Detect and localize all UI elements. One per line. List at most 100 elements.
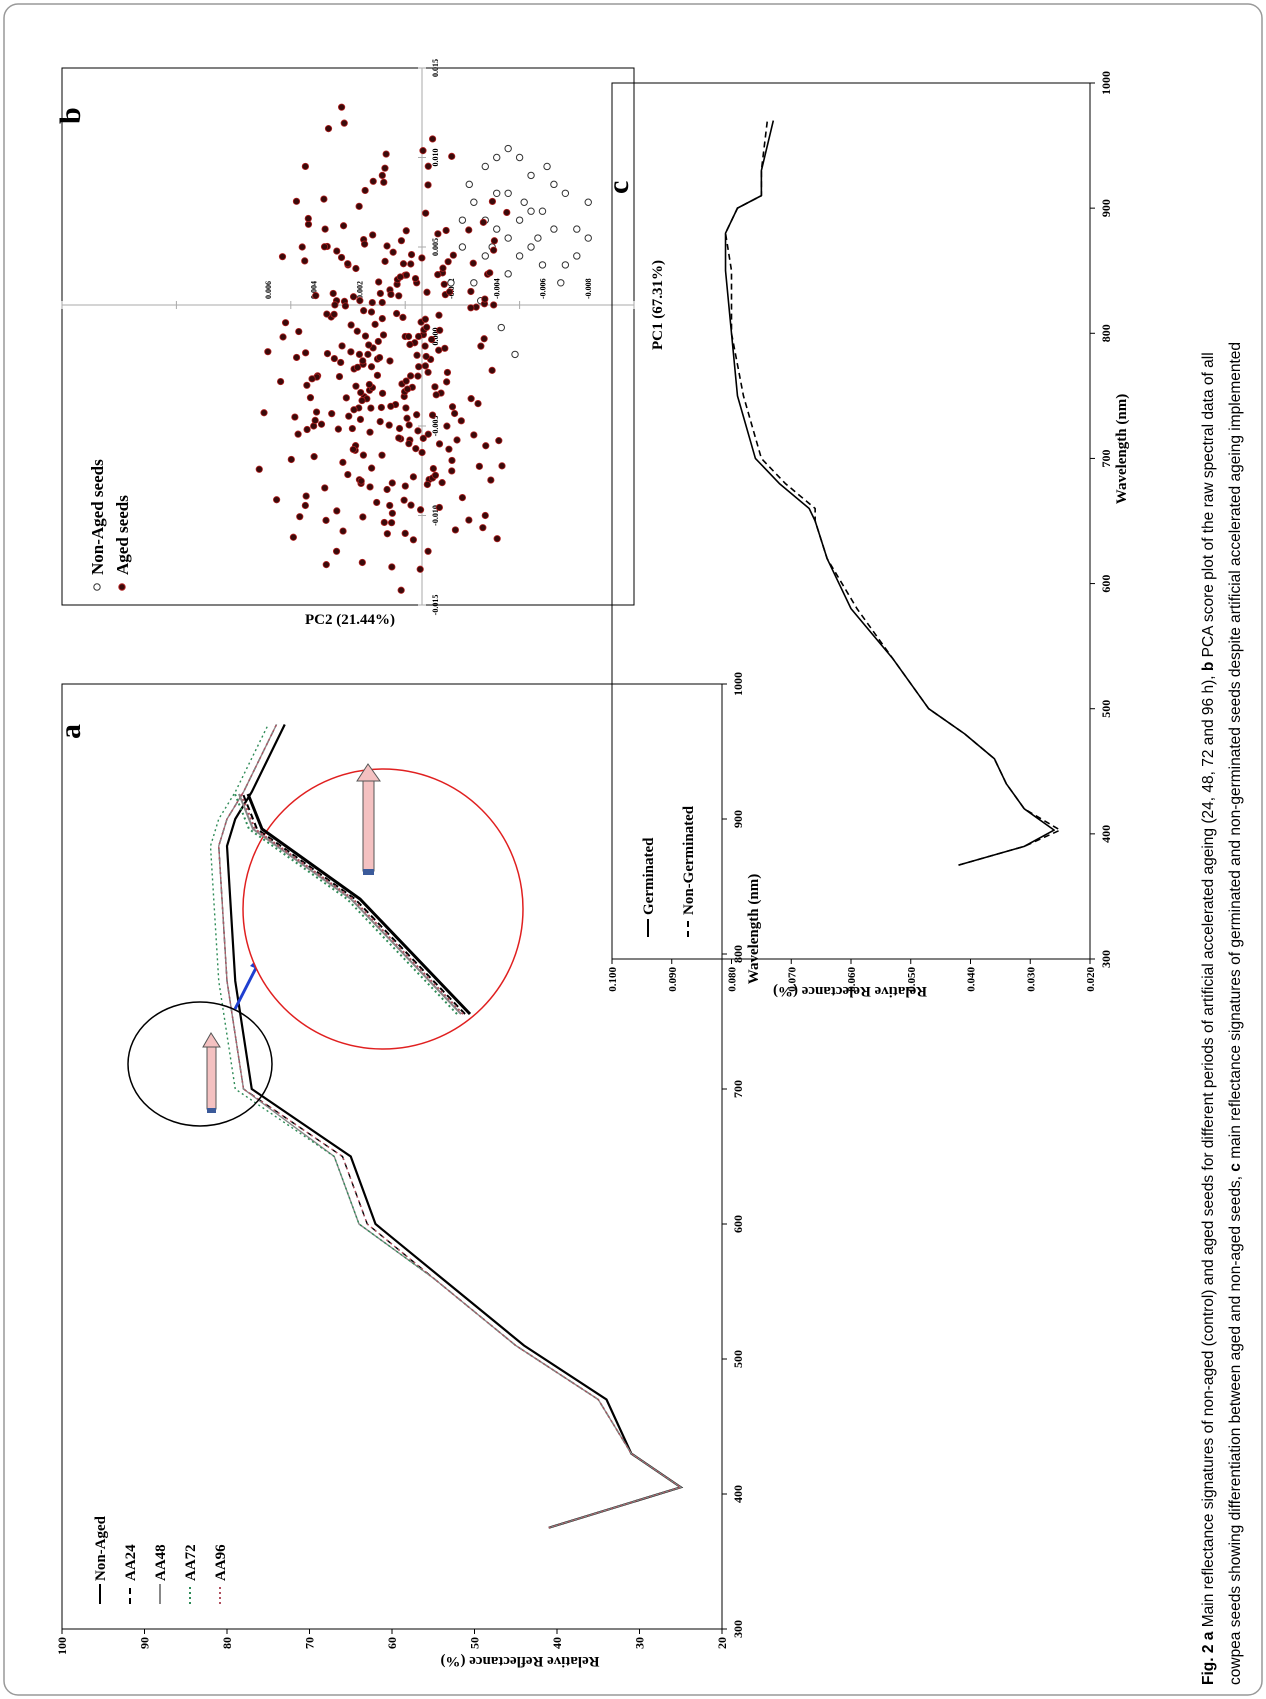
point-aged — [414, 332, 423, 341]
point-aged — [312, 292, 320, 300]
x-tick-label: 400 — [1099, 825, 1113, 843]
ageing-arrow-small — [202, 1032, 221, 1113]
point-aged — [421, 362, 430, 370]
point-aged — [423, 288, 431, 296]
point-aged — [373, 498, 381, 507]
point-aged — [421, 315, 429, 323]
y-tick-label: 0.050 — [906, 967, 918, 992]
inset-line-aa48 — [238, 793, 462, 1015]
point-aged — [503, 208, 511, 217]
point-aged — [449, 251, 457, 259]
point-aged — [337, 253, 346, 262]
point-aged — [369, 231, 377, 239]
caption-fig-label: Fig. 2 — [1200, 1645, 1217, 1685]
point-aged — [376, 353, 384, 362]
point-aged — [377, 403, 385, 412]
point-aged — [361, 240, 369, 248]
point-aged — [365, 341, 373, 349]
y-tick-label: 60 — [385, 1637, 399, 1649]
point-aged — [415, 363, 423, 371]
point-non-aged — [538, 207, 547, 215]
point-aged — [323, 349, 332, 358]
point-aged — [397, 586, 405, 594]
point-aged — [367, 308, 376, 316]
point-aged — [414, 372, 422, 380]
legend-label-aa48: AA48 — [153, 1544, 169, 1581]
panel-b-chart: b -0.008 -0.006 -0.004 -0.002 0.002 0.004 0.00… — [54, 59, 666, 628]
point-aged — [321, 484, 329, 492]
point-aged — [479, 524, 487, 532]
point-non-aged — [527, 171, 535, 180]
point-aged — [428, 411, 437, 419]
caption-text-b: PCA score plot of the raw spectral data … — [1200, 352, 1217, 661]
x-tick-label: 700 — [731, 1080, 745, 1098]
point-aged — [302, 492, 310, 500]
point-aged — [357, 477, 365, 485]
point-aged — [422, 352, 430, 361]
point-aged — [386, 357, 394, 365]
pc1-axis-tick-label: 0.006 — [264, 281, 273, 299]
point-aged — [493, 535, 501, 543]
point-aged — [298, 243, 306, 251]
point-aged — [279, 333, 287, 341]
point-aged — [383, 530, 391, 538]
series-line-aa96 — [218, 724, 683, 1529]
point-aged — [378, 389, 387, 397]
point-aged — [365, 380, 373, 389]
point-aged — [467, 395, 475, 403]
series-line-non-germinated — [724, 120, 1061, 866]
panel-c-y-ticks: 0.020 0.030 0.040 0.050 0.060 0.070 0.080 0.090… — [607, 959, 1097, 992]
point-aged — [264, 348, 272, 356]
point-aged — [422, 209, 430, 217]
point-aged — [358, 396, 366, 405]
point-aged — [356, 415, 365, 424]
point-aged — [416, 565, 424, 573]
pc2-tick-label: -0.010 — [431, 505, 440, 526]
point-aged — [273, 496, 281, 504]
y-tick-label: 50 — [468, 1637, 482, 1649]
x-tick-label: 900 — [1099, 199, 1113, 217]
point-aged — [277, 377, 285, 386]
point-aged — [339, 458, 347, 466]
point-aged — [421, 342, 429, 350]
x-tick-label: 1000 — [731, 672, 745, 696]
point-aged — [382, 150, 390, 158]
point-aged — [366, 483, 374, 491]
zoom-ellipse — [127, 1001, 273, 1127]
point-aged — [388, 479, 396, 487]
x-tick-label: 600 — [1099, 575, 1113, 593]
point-non-aged — [527, 243, 535, 251]
point-non-aged — [520, 198, 528, 206]
y-tick-label: 100 — [55, 1637, 69, 1655]
point-non-aged — [550, 225, 558, 233]
point-aged — [477, 342, 485, 350]
point-aged — [308, 375, 316, 383]
point-aged — [448, 467, 456, 475]
pc2-tick-label: 0.015 — [431, 59, 440, 77]
point-non-aged — [557, 279, 565, 287]
point-aged — [432, 391, 440, 399]
point-aged — [379, 331, 388, 339]
point-aged — [458, 493, 466, 502]
point-aged — [403, 414, 411, 422]
point-aged — [434, 271, 442, 279]
point-aged — [371, 320, 379, 328]
caption-line2-a: cowpea seeds showing differentiation bet… — [1227, 1172, 1244, 1685]
panel-b-pc2-ticks: -0.015 -0.010 -0.005 0.000 0.005 0.010 0.015 — [418, 59, 440, 615]
point-aged — [329, 289, 337, 298]
point-aged — [375, 278, 383, 286]
point-aged — [334, 425, 342, 433]
caption-text-a: Main reflectance signatures of non-aged … — [1200, 671, 1217, 1631]
x-tick-label: 500 — [1099, 700, 1113, 718]
point-non-aged — [470, 198, 478, 206]
y-tick-label: 20 — [715, 1637, 729, 1649]
point-aged — [412, 445, 420, 453]
y-tick-label: 0.070 — [786, 967, 798, 992]
point-aged — [451, 409, 459, 418]
point-aged — [393, 309, 401, 318]
point-aged — [355, 202, 363, 210]
point-aged — [378, 451, 386, 459]
panel-b-letter: b — [54, 107, 87, 124]
point-aged — [467, 287, 475, 296]
panel-b-legend: Non-Aged seeds Aged seeds — [88, 459, 132, 591]
